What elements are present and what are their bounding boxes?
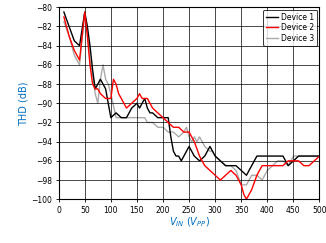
- Device 2: [83, 11, 87, 14]
- Device 3: [239, 183, 243, 186]
- Device 3: [83, 11, 87, 14]
- Legend: Device 1, Device 2, Device 3: Device 1, Device 2, Device 3: [263, 9, 317, 46]
- Device 3: [114, 116, 118, 119]
- Device 2: [140, 97, 144, 100]
- Device 1: [244, 174, 248, 177]
- Device 3: [318, 155, 321, 157]
- Device 2: [213, 174, 217, 177]
- Device 2: [119, 97, 123, 100]
- Device 1: [135, 102, 139, 105]
- Device 1: [98, 78, 102, 81]
- Device 3: [286, 164, 290, 167]
- Device 1: [62, 11, 66, 14]
- Device 1: [318, 155, 321, 157]
- Device 3: [190, 140, 194, 143]
- Line: Device 3: Device 3: [64, 12, 319, 185]
- Device 2: [104, 97, 108, 100]
- X-axis label: $\mathit{V}_{IN}$ $(\mathit{V}_{PP})$: $\mathit{V}_{IN}$ $(\mathit{V}_{PP})$: [169, 216, 210, 229]
- Line: Device 2: Device 2: [64, 12, 319, 199]
- Device 3: [62, 20, 66, 23]
- Device 1: [208, 145, 212, 148]
- Line: Device 1: Device 1: [64, 12, 319, 175]
- Device 3: [145, 121, 149, 124]
- Device 2: [244, 198, 248, 201]
- Device 2: [62, 16, 66, 18]
- Device 2: [318, 155, 321, 157]
- Device 3: [203, 145, 207, 148]
- Device 1: [125, 116, 128, 119]
- Device 2: [130, 102, 134, 105]
- Device 1: [140, 102, 144, 105]
- Device 1: [143, 97, 147, 100]
- Y-axis label: THD (dB): THD (dB): [19, 81, 29, 126]
- Device 2: [138, 92, 141, 95]
- Device 3: [106, 83, 110, 86]
